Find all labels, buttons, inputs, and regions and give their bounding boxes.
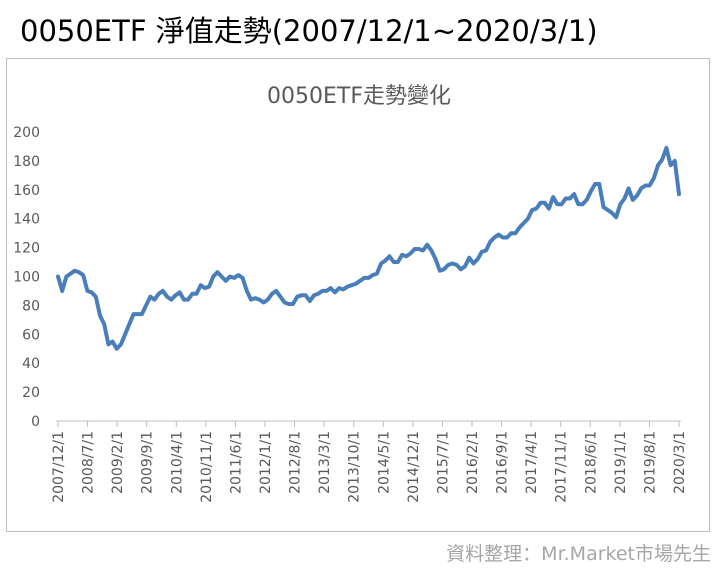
x-tick-label: 2014/5/1 [376,431,392,494]
x-tick-label: 2019/1/1 [613,431,629,494]
y-tick-label: 40 [22,356,40,372]
y-tick-label: 60 [22,327,40,343]
x-tick-label: 2010/4/1 [169,431,185,494]
x-tick-label: 2017/4/1 [524,431,540,494]
series-line [56,145,681,351]
y-tick-label: 0 [31,414,40,430]
y-tick-label: 160 [13,183,40,199]
x-axis-ticks: 2007/12/1 2008/7/1 2009/2/1 2009/9/1 2010/4/… [51,421,688,503]
x-tick-label: 2007/12/1 [51,431,67,503]
y-tick-label: 120 [13,241,40,257]
x-tick-label: 2013/3/1 [317,431,333,494]
x-tick-label: 2018/6/1 [583,431,599,494]
y-tick-label: 80 [22,298,40,314]
x-tick-label: 2009/2/1 [110,431,126,494]
y-tick-label: 20 [22,385,40,401]
x-tick-label: 2008/7/1 [81,431,97,494]
x-tick-label: 2015/7/1 [435,431,451,494]
page-title: 0050ETF 淨值走勢(2007/12/1~2020/3/1) [20,14,598,48]
y-tick-label: 200 [13,125,40,141]
x-tick-label: 2016/2/1 [465,431,481,494]
x-tick-label: 2011/6/1 [228,431,244,494]
chart-title: 0050ETF走勢變化 [267,84,451,109]
x-tick-label: 2012/8/1 [288,431,304,494]
y-tick-label: 140 [13,212,40,228]
x-tick-label: 2017/11/1 [554,431,570,503]
x-tick-label: 2020/3/1 [672,431,688,494]
line-chart: 0050ETF走勢變化 020406080100120140160180200 … [13,84,688,503]
x-tick-label: 2013/10/1 [347,431,363,503]
y-tick-label: 180 [13,154,40,170]
x-tick-label: 2016/9/1 [495,431,511,494]
chart-area: 0050ETF走勢變化 0 20 40 60 80 100 120 140 160 180 200 … [6,58,710,532]
x-tick-label: 2012/1/1 [258,431,274,494]
y-axis-ticks: 0 20 40 60 80 100 120 140 160 180 200 [13,125,40,430]
series-layer [56,145,681,351]
y-tick-label: 100 [13,270,40,286]
source-credit: 資料整理：Mr.Market市場先生 [446,543,711,565]
x-tick-label: 2010/11/1 [199,431,215,503]
x-tick-label: 2009/9/1 [140,431,156,494]
x-tick-label: 2019/8/1 [642,431,658,494]
x-tick-label: 2014/12/1 [406,431,422,503]
